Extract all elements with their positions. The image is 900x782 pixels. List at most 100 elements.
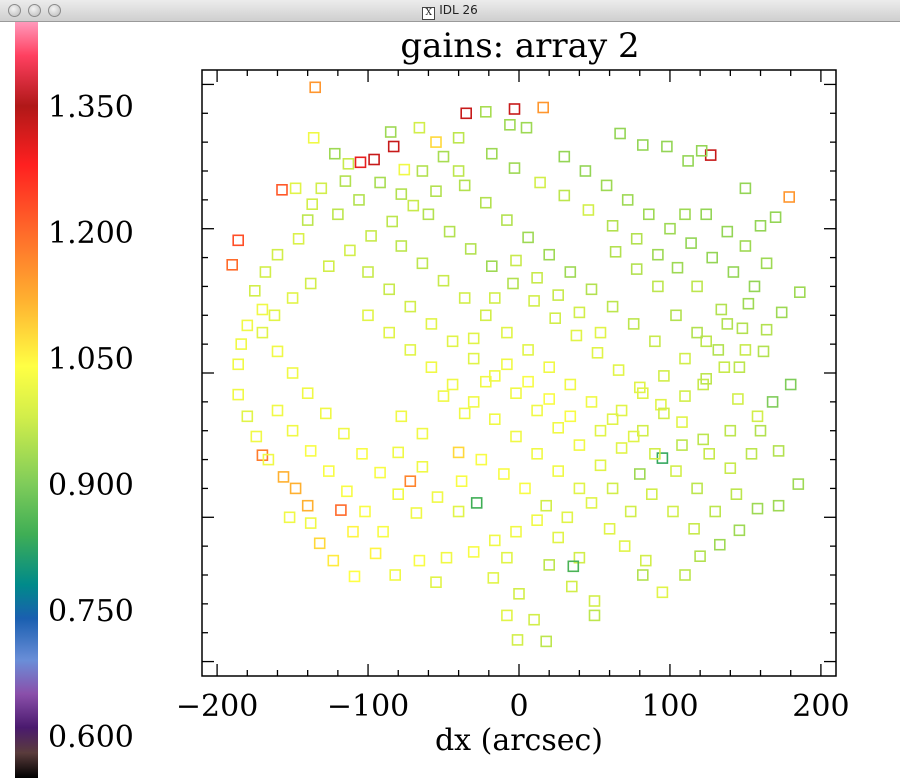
colorbar-tick-label: 0.600 — [48, 720, 134, 755]
data-point — [733, 361, 746, 374]
data-point — [676, 439, 688, 451]
data-point — [531, 404, 543, 417]
data-point — [470, 497, 483, 509]
data-point — [359, 505, 371, 518]
data-point — [528, 295, 540, 307]
data-point — [347, 525, 359, 538]
data-point — [292, 233, 305, 245]
data-point — [256, 326, 269, 339]
data-point — [416, 257, 429, 270]
data-point — [335, 504, 347, 516]
data-point — [309, 81, 322, 94]
minimize-window-button[interactable] — [28, 4, 41, 17]
gains-chart: 1.350 1.200 1.050 0.900 0.750 0.600 gains: ar… — [15, 22, 850, 778]
data-point — [271, 248, 284, 261]
data-point — [425, 318, 438, 330]
data-point — [639, 554, 652, 567]
data-point — [362, 266, 374, 278]
data-point — [479, 106, 492, 118]
data-point — [549, 312, 562, 325]
x-tick-label: −200 — [176, 689, 258, 724]
data-point — [700, 208, 713, 221]
data-point — [606, 300, 619, 313]
data-point — [498, 468, 510, 480]
data-point — [561, 511, 574, 524]
data-point — [283, 511, 296, 524]
data-point — [365, 230, 377, 242]
data-point — [504, 119, 516, 131]
data-point — [398, 163, 411, 176]
data-point — [276, 184, 288, 196]
data-point — [404, 344, 417, 356]
data-point — [232, 358, 244, 371]
data-point — [742, 297, 755, 310]
data-point — [573, 482, 586, 495]
data-point — [416, 460, 429, 473]
data-point — [313, 537, 326, 550]
data-point — [342, 158, 355, 170]
data-point — [301, 387, 314, 400]
data-point — [792, 478, 805, 490]
data-point — [769, 211, 782, 223]
data-point — [511, 634, 524, 646]
data-point — [793, 286, 806, 299]
data-point — [289, 482, 302, 495]
data-point — [440, 551, 453, 564]
data-point — [585, 396, 598, 408]
data-point — [249, 284, 261, 297]
data-point — [467, 546, 480, 558]
data-point — [467, 352, 480, 365]
zoom-window-button[interactable] — [48, 4, 61, 17]
data-point — [430, 185, 442, 197]
data-point — [760, 257, 773, 270]
data-point — [338, 427, 350, 440]
data-point — [540, 499, 553, 512]
data-point — [603, 522, 616, 535]
data-point — [501, 326, 513, 339]
data-point — [348, 570, 361, 583]
data-point — [531, 447, 543, 460]
data-point — [464, 243, 477, 255]
data-point — [713, 538, 726, 551]
data-point — [655, 398, 667, 411]
data-point — [452, 446, 465, 459]
data-point — [479, 375, 492, 388]
data-point — [748, 280, 761, 293]
data-point — [700, 372, 713, 385]
data-point — [307, 132, 320, 144]
data-point — [670, 465, 682, 477]
data-point — [724, 462, 737, 475]
data-point — [407, 199, 420, 212]
x-tick-labels: −200 −100 0 100 200 — [176, 689, 850, 724]
x11-icon: X — [422, 7, 436, 20]
data-point — [277, 471, 290, 483]
data-point — [519, 482, 531, 495]
data-point — [431, 491, 444, 503]
data-point — [467, 332, 480, 345]
window-title-wrap: X IDL 26 — [0, 3, 900, 20]
data-point — [443, 225, 456, 238]
colorbar-tick-label: 1.050 — [48, 342, 134, 377]
data-point — [413, 554, 426, 567]
data-point — [606, 220, 619, 232]
data-point — [422, 208, 435, 221]
data-point — [706, 251, 719, 264]
data-point — [510, 430, 522, 443]
data-point — [232, 234, 244, 247]
data-point — [564, 410, 577, 423]
data-point — [501, 358, 513, 371]
data-point — [751, 502, 764, 515]
data-point — [458, 292, 471, 304]
data-point — [226, 259, 238, 271]
data-point — [618, 540, 631, 552]
data-point — [430, 576, 442, 589]
data-point — [262, 453, 275, 466]
data-point — [570, 329, 583, 342]
data-point — [306, 198, 319, 210]
data-point — [304, 277, 317, 290]
data-point — [520, 121, 533, 134]
data-point — [649, 335, 661, 348]
close-window-button[interactable] — [8, 4, 21, 17]
data-point — [389, 569, 402, 581]
data-point — [543, 559, 556, 571]
